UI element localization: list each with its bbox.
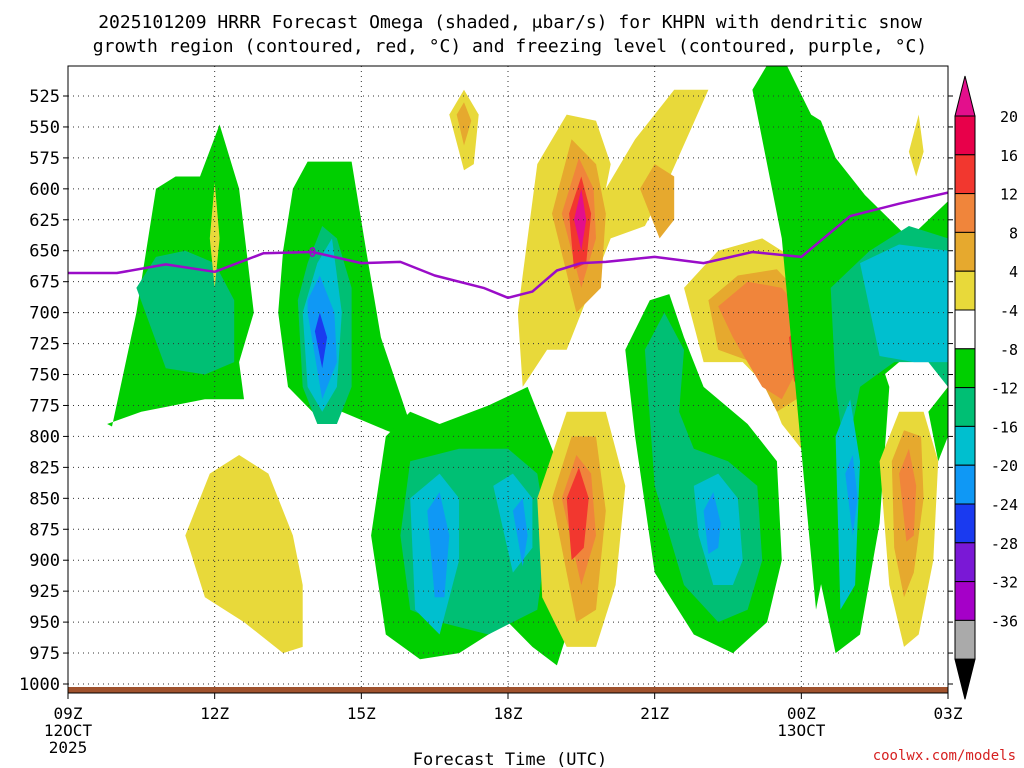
omega-region-cyan-right-lower — [835, 399, 860, 610]
y-tick-label-925: 925 — [29, 582, 60, 602]
colorbar-box-5 — [954, 309, 976, 350]
colorbar-box-6 — [954, 348, 976, 389]
colorbar-label-11: -28 — [991, 535, 1018, 553]
omega-shading — [107, 66, 948, 666]
colorbar-label-4: 4 — [1009, 263, 1018, 281]
y-tick-label-675: 675 — [29, 273, 60, 293]
colorbar-label-3: 8 — [1009, 224, 1018, 242]
y-tick-label-625: 625 — [29, 211, 60, 231]
omega-region-orange-2300-column — [718, 281, 802, 400]
y-tick-label-600: 600 — [29, 180, 60, 200]
colorbar-box-3 — [954, 231, 976, 272]
y-tick-label-650: 650 — [29, 242, 60, 262]
colorbar-label-8: -16 — [991, 418, 1018, 436]
omega-region-yellow-right-spot — [908, 114, 924, 177]
colorbar-label-13: -36 — [991, 612, 1018, 630]
y-tick-label-525: 525 — [29, 87, 60, 107]
y-tick-label-975: 975 — [29, 644, 60, 664]
colorbar-box-7 — [954, 387, 976, 427]
colorbar-box-8 — [954, 425, 976, 466]
colorbar-box-2 — [954, 193, 976, 233]
grid-lines — [67, 66, 949, 693]
omega-region-teal-left-column — [136, 250, 235, 375]
x-tick-label-21Z: 21Z — [640, 704, 669, 723]
colorbar-top-triangle — [954, 75, 976, 117]
omega-region-red-2000-column — [566, 467, 589, 561]
y-tick-label-825: 825 — [29, 458, 60, 478]
y-tick-label-875: 875 — [29, 520, 60, 540]
omega-region-cyan-right-column — [860, 244, 948, 363]
omega-region-blue-2130-core — [703, 492, 721, 554]
colorbar-label-10: -24 — [991, 496, 1018, 514]
omega-region-blue-right-lower — [845, 455, 858, 536]
x-tick-year-09Z: 2025 — [49, 738, 88, 757]
colorbar-box-0 — [954, 115, 976, 156]
omega-region-gold-1630-spot — [456, 102, 472, 146]
colorbar-box-10 — [954, 503, 976, 544]
omega-region-blue-lower-middle-a — [427, 492, 450, 598]
y-tick-label-775: 775 — [29, 396, 60, 416]
colorbar-label-12: -32 — [991, 574, 1018, 592]
y-tick-label-750: 750 — [29, 366, 60, 386]
y-axis: 525 550 575 600 625 650 675 700 725 750 775 800 825 8… — [19, 87, 953, 695]
colorbar-box-4 — [954, 270, 976, 311]
colorbar-label-5: -4 — [1000, 302, 1018, 320]
x-tick-label-00Z: 00Z — [787, 704, 816, 723]
freezing-level-line — [68, 191, 948, 300]
omega-region-yellow-1430-sliver — [209, 182, 220, 288]
y-tick-label-800: 800 — [29, 427, 60, 447]
omega-region-orange-right-column — [899, 448, 917, 542]
y-tick-label-900: 900 — [29, 551, 60, 571]
contour-label-0: 0 — [309, 246, 317, 261]
x-tick-label-09Z: 09Z — [54, 704, 83, 723]
y-tick-label-950: 950 — [29, 613, 60, 633]
y-tick-label-725: 725 — [29, 335, 60, 355]
x-tick-label-18Z: 18Z — [494, 704, 523, 723]
chart-title-line2: growth region (contoured, red, °C) and f… — [93, 36, 927, 57]
x-tick-date-00Z: 13OCT — [777, 721, 826, 740]
chart-title-line1: 2025101209 HRRR Forecast Omega (shaded, … — [98, 12, 922, 33]
colorbar-box-11 — [954, 542, 976, 583]
colorbar-box-1 — [954, 154, 976, 195]
y-tick-label-700: 700 — [29, 304, 60, 324]
colorbar-label-6: -8 — [1000, 341, 1018, 359]
omega-region-magenta-1900-core — [574, 188, 587, 251]
y-tick-label-850: 850 — [29, 489, 60, 509]
x-tick-label-15Z: 15Z — [347, 704, 376, 723]
x-tick-label-03Z: 03Z — [934, 704, 963, 723]
freezing-level-contour: 0 — [68, 191, 948, 300]
omega-region-gold-2000-spot — [640, 164, 675, 239]
colorbar-label-7: -12 — [991, 380, 1018, 398]
colorbar-box-13 — [954, 619, 976, 660]
colorbar-label-2: 12 — [1000, 186, 1018, 204]
x-tick-label-12Z: 12Z — [200, 704, 229, 723]
omega-region-deep-blue-1430-core — [314, 312, 328, 369]
y-tick-label-1000: 1000 — [19, 675, 60, 695]
colorbar-label-9: -20 — [991, 457, 1018, 475]
watermark-text: coolwx.com/models — [873, 748, 1016, 764]
omega-region-blue-lower-middle-b — [512, 498, 528, 567]
colorbar-box-9 — [954, 464, 976, 505]
colorbar: 20 16 12 8 4 -4 -8 -12 -16 -20 -24 -28 -32 -36 — [954, 75, 1018, 700]
colorbar-box-12 — [954, 581, 976, 621]
terrain-strip — [68, 687, 948, 693]
colorbar-label-1: 16 — [1000, 147, 1018, 165]
colorbar-label-0: 20 — [1000, 108, 1018, 126]
y-tick-label-575: 575 — [29, 149, 60, 169]
x-axis-label: Forecast Time (UTC) — [413, 750, 607, 768]
x-tick-date-09Z: 12OCT — [44, 721, 93, 740]
y-tick-label-550: 550 — [29, 118, 60, 138]
colorbar-bottom-triangle — [954, 658, 976, 700]
omega-region-yellow-lower-left — [185, 455, 303, 654]
